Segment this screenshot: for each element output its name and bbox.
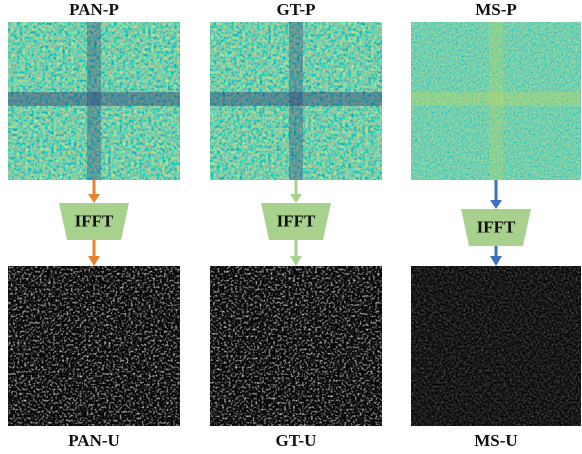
ifft-label: IFFT [277, 211, 316, 230]
ifft-label: IFFT [477, 217, 516, 236]
figure: PAN-P IFFT PAN-U GT-P IFFT GT-U MS-P IFFT MS-U [0, 0, 582, 454]
image-noise [411, 266, 581, 426]
top-label: PAN-P [69, 0, 119, 19]
top-label: GT-P [276, 0, 315, 19]
arrow-head [490, 256, 502, 266]
image-noise [210, 266, 382, 426]
ifft-label: IFFT [75, 211, 114, 230]
bottom-label: GT-U [276, 431, 317, 450]
spectrum-image [8, 22, 180, 180]
spatial-image [210, 266, 382, 426]
bottom-label: MS-U [474, 431, 517, 450]
top-label: MS-P [475, 0, 517, 19]
v-band [87, 22, 101, 180]
arrow-head [290, 256, 302, 266]
arrow-head [88, 256, 100, 266]
arrow-head [490, 200, 502, 209]
image-noise [8, 266, 180, 426]
bottom-label: PAN-U [68, 431, 120, 450]
spatial-image [8, 266, 180, 426]
spectrum-image [411, 22, 581, 180]
v-band [489, 22, 503, 180]
arrow-head [290, 194, 302, 203]
v-band [289, 22, 303, 180]
spectrum-image [210, 22, 382, 180]
spatial-image [411, 266, 581, 426]
arrow-head [88, 194, 100, 203]
